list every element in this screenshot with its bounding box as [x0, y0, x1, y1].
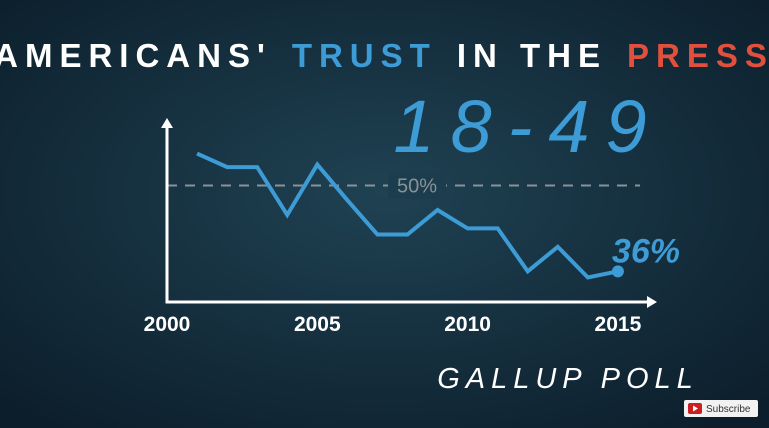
data-line [196, 151, 619, 280]
y-axis-arrow [161, 118, 173, 128]
source: GALLUP POLL [437, 363, 699, 395]
x-axis-arrow [647, 296, 657, 308]
title-part: TRUST [292, 37, 437, 74]
chart-subtitle: 18-49 [393, 85, 662, 168]
x-tick-label: 2015 [595, 313, 642, 336]
button-bg[interactable] [684, 400, 758, 417]
button-label[interactable]: Subscribe [706, 404, 751, 415]
x-tick-label: 2000 [144, 313, 191, 336]
title-part: PRESS [627, 37, 769, 74]
end-point [611, 265, 624, 278]
reference-label: 50% [397, 175, 437, 197]
value-label: 36% [612, 232, 680, 270]
x-tick-label: 2010 [444, 313, 491, 336]
chart-title: AMERICANS' TRUST IN THE PRESS [0, 37, 769, 74]
button-icon-play[interactable] [693, 405, 698, 412]
reference-label-bg [388, 172, 446, 199]
title-part: AMERICANS' [0, 37, 272, 74]
x-tick-label: 2005 [294, 313, 341, 336]
title-part: IN THE [457, 37, 607, 74]
subscribe-button[interactable]: Subscribe [684, 400, 758, 417]
